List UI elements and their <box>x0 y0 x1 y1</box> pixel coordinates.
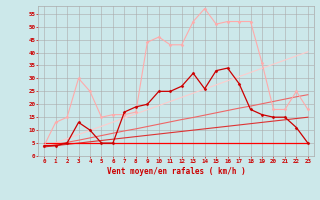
X-axis label: Vent moyen/en rafales ( km/h ): Vent moyen/en rafales ( km/h ) <box>107 167 245 176</box>
